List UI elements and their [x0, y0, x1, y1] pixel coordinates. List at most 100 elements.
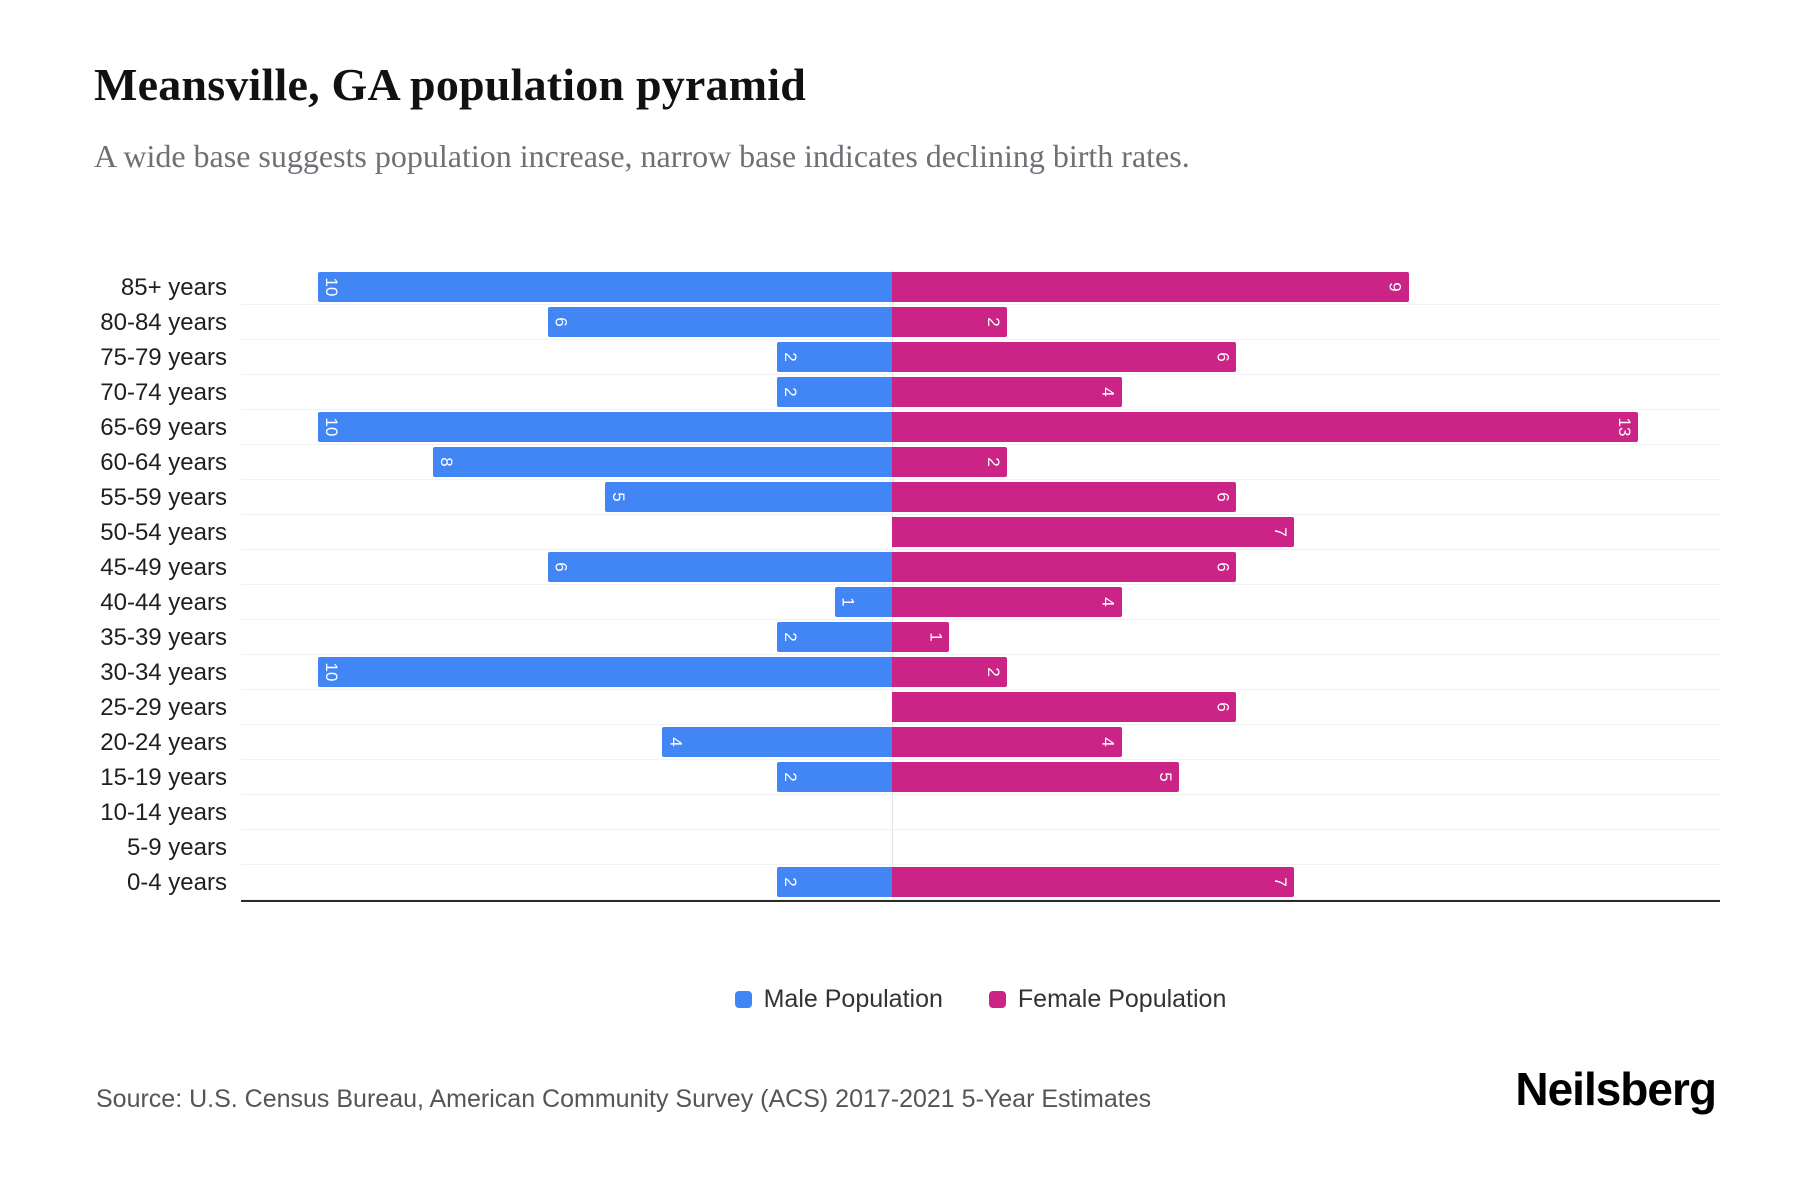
row-plot-area: 10 2	[241, 655, 1720, 690]
male-bar-value-label: 5	[609, 492, 628, 502]
male-bar: 2	[777, 867, 892, 897]
chart-subtitle: A wide base suggests population increase…	[94, 138, 1190, 174]
female-bar-value-label: 2	[983, 317, 1003, 327]
age-group-label: 35-39 years	[100, 623, 227, 651]
female-bar-value-label: 6	[1213, 562, 1233, 572]
pyramid-row: 0-4 years 2 7	[80, 865, 1720, 900]
female-bar-value-label: 2	[983, 667, 1003, 677]
row-plot-area: 7	[241, 515, 1720, 550]
legend: Male Population Female Population	[241, 985, 1720, 1014]
female-bar: 4	[892, 587, 1122, 617]
pyramid-row: 30-34 years 10 2	[80, 655, 1720, 690]
female-swatch-icon	[988, 991, 1006, 1008]
legend-female-label: Female Population	[1017, 985, 1227, 1013]
female-bar-value-label: 13	[1615, 417, 1635, 437]
female-bar-value-label: 2	[983, 457, 1003, 467]
female-bar: 6	[892, 692, 1237, 722]
row-plot-area	[241, 795, 1720, 830]
age-group-label: 75-79 years	[100, 343, 227, 371]
pyramid-row: 5-9 years	[80, 830, 1720, 865]
pyramid-row: 10-14 years	[80, 795, 1720, 830]
pyramid-row: 50-54 years 7	[80, 515, 1720, 550]
age-group-label: 60-64 years	[100, 448, 227, 476]
male-swatch-icon	[734, 991, 752, 1008]
male-bar: 8	[432, 447, 892, 477]
male-bar-value-label: 10	[322, 662, 341, 682]
age-group-label: 0-4 years	[126, 868, 227, 896]
pyramid-row: 85+ years 10 9	[80, 270, 1720, 305]
row-plot-area	[241, 830, 1720, 865]
female-bar-value-label: 6	[1213, 702, 1233, 712]
male-bar: 10	[318, 412, 892, 442]
legend-item-female[interactable]: Female Population	[988, 985, 1227, 1014]
female-bar: 4	[892, 727, 1122, 757]
male-bar: 6	[547, 552, 892, 582]
age-group-label: 65-69 years	[100, 413, 227, 441]
pyramid-row: 60-64 years 8 2	[80, 445, 1720, 480]
female-bar: 4	[892, 377, 1122, 407]
female-bar: 6	[892, 482, 1237, 512]
age-group-label: 25-29 years	[100, 693, 227, 721]
age-group-label: 20-24 years	[100, 728, 227, 756]
male-bar-value-label: 6	[551, 562, 571, 572]
male-bar-value-label: 1	[838, 597, 858, 607]
pyramid-row: 45-49 years 6 6	[80, 550, 1720, 585]
brand-logo: Neilsberg	[1515, 1063, 1717, 1115]
male-bar: 4	[662, 727, 892, 757]
female-bar-value-label: 6	[1213, 352, 1233, 362]
female-bar-value-label: 7	[1270, 527, 1290, 537]
male-bar-value-label: 4	[666, 737, 686, 747]
age-group-label: 30-34 years	[100, 658, 227, 686]
female-bar-value-label: 4	[1098, 387, 1118, 397]
female-bar: 13	[892, 412, 1639, 442]
pyramid-row: 25-29 years 6	[80, 690, 1720, 725]
pyramid-row: 75-79 years 2 6	[80, 340, 1720, 375]
source-text: Source: U.S. Census Bureau, American Com…	[96, 1085, 1152, 1113]
female-bar-value-label: 6	[1213, 492, 1233, 502]
age-group-label: 45-49 years	[100, 553, 227, 581]
row-plot-area: 10 13	[241, 410, 1720, 445]
male-bar-value-label: 10	[322, 417, 341, 437]
legend-male-label: Male Population	[763, 985, 943, 1013]
age-group-label: 80-84 years	[100, 308, 227, 336]
pyramid-row: 80-84 years 6 2	[80, 305, 1720, 340]
female-bar-value-label: 4	[1098, 597, 1118, 607]
female-bar: 5	[892, 762, 1179, 792]
pyramid-row: 65-69 years 10 13	[80, 410, 1720, 445]
male-bar-value-label: 2	[781, 877, 801, 887]
male-bar-value-label: 8	[436, 457, 456, 467]
age-group-label: 40-44 years	[100, 588, 227, 616]
female-bar: 7	[892, 517, 1294, 547]
female-bar-value-label: 9	[1385, 282, 1405, 292]
male-bar-value-label: 10	[322, 277, 341, 297]
female-bar: 6	[892, 342, 1237, 372]
female-bar: 2	[892, 657, 1007, 687]
age-group-label: 85+ years	[120, 273, 227, 301]
female-bar: 7	[892, 867, 1294, 897]
pyramid-row: 70-74 years 2 4	[80, 375, 1720, 410]
male-bar-value-label: 2	[781, 772, 801, 782]
male-bar: 10	[318, 657, 892, 687]
female-bar: 2	[892, 447, 1007, 477]
x-axis-line	[241, 900, 1720, 902]
female-bar-value-label: 5	[1156, 772, 1175, 782]
chart-title: Meansville, GA population pyramid	[94, 59, 807, 110]
pyramid-row: 55-59 years 5 6	[80, 480, 1720, 515]
row-plot-area: 10 9	[241, 270, 1720, 305]
legend-item-male[interactable]: Male Population	[734, 985, 943, 1014]
male-bar-value-label: 2	[781, 352, 801, 362]
male-bar: 5	[605, 482, 892, 512]
age-group-label: 70-74 years	[100, 378, 227, 406]
center-axis-line	[892, 270, 893, 900]
male-bar: 10	[318, 272, 892, 302]
